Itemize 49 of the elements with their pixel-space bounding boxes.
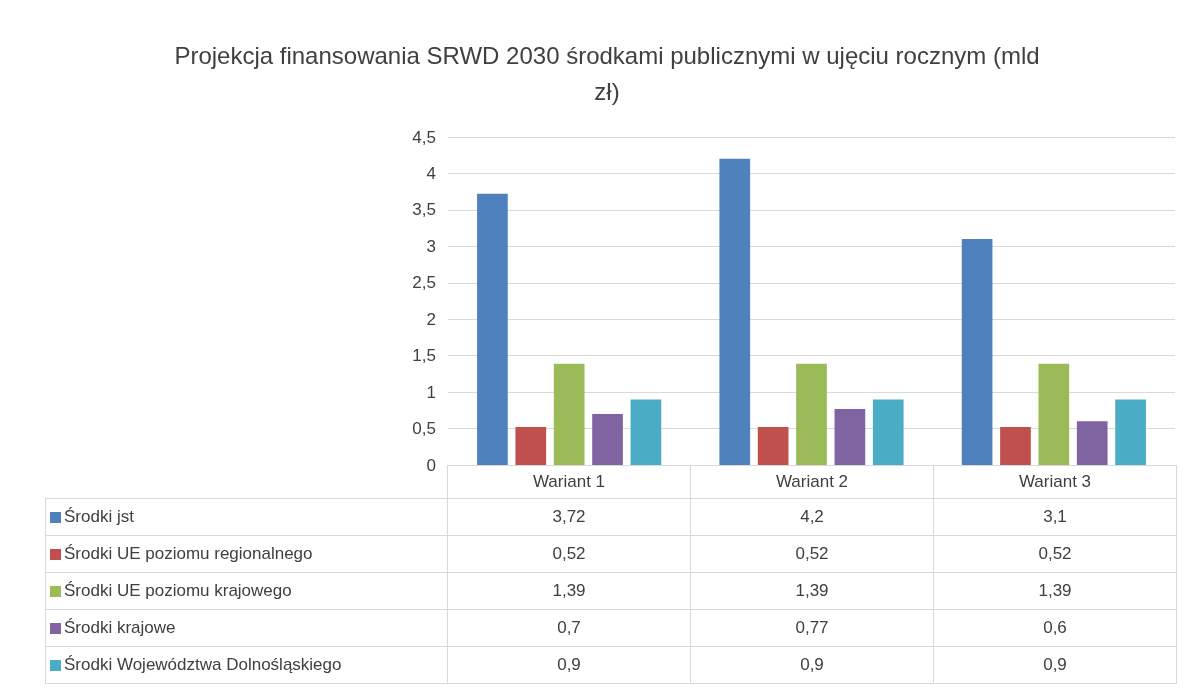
bar xyxy=(834,408,866,465)
bar xyxy=(961,239,993,465)
bar xyxy=(515,427,547,465)
data-label: 3,1 xyxy=(933,498,1177,536)
data-label: 0,6 xyxy=(933,609,1177,647)
data-label: 0,52 xyxy=(933,535,1177,573)
data-label: 1,39 xyxy=(690,572,934,610)
y-tick-label: 2 xyxy=(426,309,436,329)
data-label: 0,77 xyxy=(690,609,934,647)
chart-title: Projekcja finansowania SRWD 2030 środkami publicznymi w ujęciu rocznym (mld zł) xyxy=(173,41,1041,107)
y-tick-label: 4,5 xyxy=(412,127,436,147)
bar xyxy=(1038,363,1070,465)
x-tick-label: Wariant 3 xyxy=(933,465,1177,499)
bar xyxy=(757,427,789,465)
bar xyxy=(1000,427,1031,465)
y-tick-label: 0 xyxy=(426,455,436,475)
data-label: 0,52 xyxy=(690,535,934,573)
bar xyxy=(553,363,585,465)
y-tick-label: 1,5 xyxy=(412,346,436,366)
y-tick-label: 3,5 xyxy=(412,200,436,220)
x-tick-label: Wariant 2 xyxy=(690,465,934,499)
legend-label: Środki UE poziomu regionalnego xyxy=(45,535,448,573)
x-tick-label: Wariant 1 xyxy=(447,465,691,499)
y-tick-label: 3 xyxy=(426,236,436,256)
data-label: 3,72 xyxy=(447,498,691,536)
bar xyxy=(719,158,751,465)
data-label: 0,9 xyxy=(933,646,1177,684)
bar xyxy=(477,193,508,465)
bar xyxy=(592,413,623,465)
bar xyxy=(872,399,904,465)
data-label: 4,2 xyxy=(690,498,934,536)
data-label: 0,7 xyxy=(447,609,691,647)
data-label: 0,52 xyxy=(447,535,691,573)
y-tick-label: 1 xyxy=(426,382,436,402)
bar xyxy=(1076,421,1108,465)
bar xyxy=(630,399,662,465)
data-label: 1,39 xyxy=(447,572,691,610)
y-tick-label: 0,5 xyxy=(412,419,436,439)
bar xyxy=(796,363,827,465)
legend-label: Środki UE poziomu krajowego xyxy=(45,572,448,610)
data-label: 0,9 xyxy=(447,646,691,684)
y-tick-label: 4 xyxy=(426,163,436,183)
bar xyxy=(1115,399,1146,465)
legend-label: Środki jst xyxy=(45,498,448,536)
legend-label: Środki krajowe xyxy=(45,609,448,647)
data-label: 0,9 xyxy=(690,646,934,684)
legend-label: Środki Województwa Dolnośląskiego xyxy=(45,646,448,684)
data-label: 1,39 xyxy=(933,572,1177,610)
y-tick-label: 2,5 xyxy=(412,273,436,293)
